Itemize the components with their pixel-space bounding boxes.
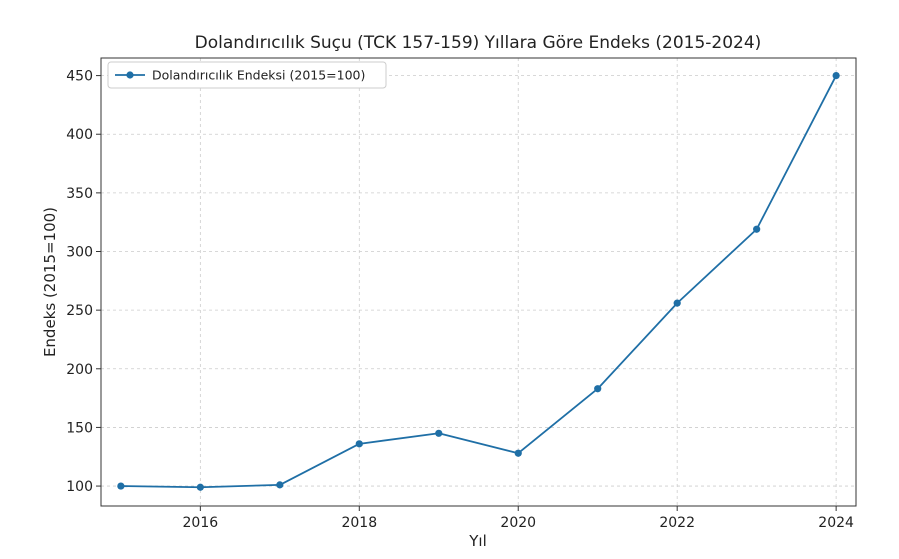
data-point [594,385,602,393]
grid-lines [101,58,856,506]
x-axis-label: Yıl [468,532,487,550]
x-tick-label: 2022 [659,515,695,531]
data-point [276,481,284,489]
y-tick-label: 450 [66,69,93,85]
y-axis-ticks: 100 150 200 250 300 350 400 450 [66,69,101,495]
plot-frame [100,57,857,507]
y-tick-label: 100 [66,479,93,495]
y-tick-label: 300 [66,245,93,261]
legend-box [107,61,387,89]
series-line [120,75,837,489]
data-point [832,71,840,80]
data-point [673,299,681,307]
x-tick-label: 2020 [500,515,536,531]
data-point [117,482,125,490]
legend-marker-swatch [126,71,134,79]
x-tick-label: 2016 [183,515,219,531]
data-point [435,429,443,437]
y-axis-label: Endeks (2015=100) [41,207,59,357]
y-tick-label: 350 [66,186,93,202]
data-point [753,225,761,233]
y-tick-label: 400 [66,127,93,143]
y-tick-label: 200 [66,362,93,378]
y-tick-label: 150 [66,420,93,436]
data-point [196,483,204,491]
series-layer [117,71,840,491]
x-axis-ticks: 2016 2018 2020 2022 2024 [183,506,854,531]
data-point [355,440,363,448]
legend: Dolandırıcılık Endeksi (2015=100) [107,61,387,89]
x-tick-label: 2018 [341,515,377,531]
y-tick-label: 250 [66,303,93,319]
legend-entry-label: Dolandırıcılık Endeksi (2015=100) [152,68,365,83]
data-point [514,449,522,457]
x-tick-label: 2024 [818,515,854,531]
chart-title: Dolandırıcılık Suçu (TCK 157-159) Yıllar… [195,33,762,53]
